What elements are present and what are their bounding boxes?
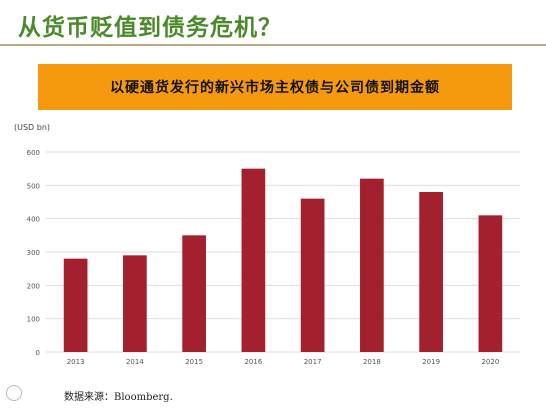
slide-title: 从货币贬值到债务危机？ (18, 15, 282, 41)
bar-2017 (300, 198, 325, 352)
y-tick-label: 0 (36, 349, 40, 357)
title-divider (0, 44, 546, 46)
y-tick-label: 600 (27, 149, 40, 157)
y-tick-label: 500 (27, 182, 40, 190)
y-tick-label: 100 (27, 316, 40, 324)
chart-banner: 以硬通货发行的新兴市场主权债与公司债到期金额 (38, 64, 512, 110)
bar-2019 (419, 192, 443, 352)
y-tick-label: 300 (27, 249, 40, 257)
x-tick-label: 2017 (304, 358, 322, 366)
bar-2013 (63, 258, 88, 352)
x-tick-label: 2020 (481, 358, 499, 366)
x-tick-label: 2018 (363, 358, 381, 366)
bar-2014 (123, 255, 147, 352)
bar-chart: (USD bn) 0 100 200 300 400 500 600 2013 2014 2015 2… (14, 123, 520, 366)
source-note: 数据来源：Bloomberg. (64, 392, 173, 403)
x-tick-label: 2013 (67, 358, 85, 366)
y-tick-label: 200 (27, 282, 40, 290)
x-tick-label: 2016 (244, 358, 262, 366)
bar-2020 (478, 215, 503, 352)
bar-2016 (241, 168, 266, 352)
y-axis-unit-label: (USD bn) (14, 123, 50, 132)
watermark-icon (6, 385, 22, 401)
y-tick-label: 400 (27, 216, 40, 224)
bar-2018 (360, 178, 384, 352)
x-tick-label: 2015 (185, 358, 203, 366)
x-tick-label: 2019 (422, 358, 440, 366)
chart-title: 以硬通货发行的新兴市场主权债与公司债到期金额 (110, 80, 440, 96)
x-tick-label: 2014 (126, 358, 144, 366)
bar-2015 (182, 235, 206, 352)
